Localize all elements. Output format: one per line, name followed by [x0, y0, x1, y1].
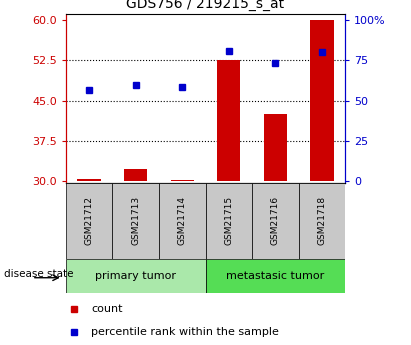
Bar — [299, 183, 345, 259]
Bar — [206, 259, 345, 293]
Bar — [77, 179, 101, 181]
Text: count: count — [91, 304, 122, 314]
Bar — [112, 183, 159, 259]
Text: GSM21714: GSM21714 — [178, 196, 187, 245]
Bar — [66, 259, 206, 293]
Bar — [310, 20, 334, 181]
Text: GSM21713: GSM21713 — [131, 196, 140, 245]
Bar — [264, 114, 287, 181]
Text: percentile rank within the sample: percentile rank within the sample — [91, 327, 279, 337]
Text: primary tumor: primary tumor — [95, 271, 176, 281]
Text: disease state: disease state — [4, 269, 74, 279]
Title: GDS756 / 219215_s_at: GDS756 / 219215_s_at — [127, 0, 284, 11]
Bar — [66, 183, 112, 259]
Text: GSM21712: GSM21712 — [85, 196, 94, 245]
Bar — [159, 183, 206, 259]
Bar — [217, 60, 240, 181]
Text: GSM21716: GSM21716 — [271, 196, 280, 245]
Text: metastasic tumor: metastasic tumor — [226, 271, 325, 281]
Text: GSM21715: GSM21715 — [224, 196, 233, 245]
Text: GSM21718: GSM21718 — [317, 196, 326, 245]
Bar — [252, 183, 299, 259]
Bar — [124, 169, 147, 181]
Bar — [206, 183, 252, 259]
Bar — [171, 180, 194, 181]
